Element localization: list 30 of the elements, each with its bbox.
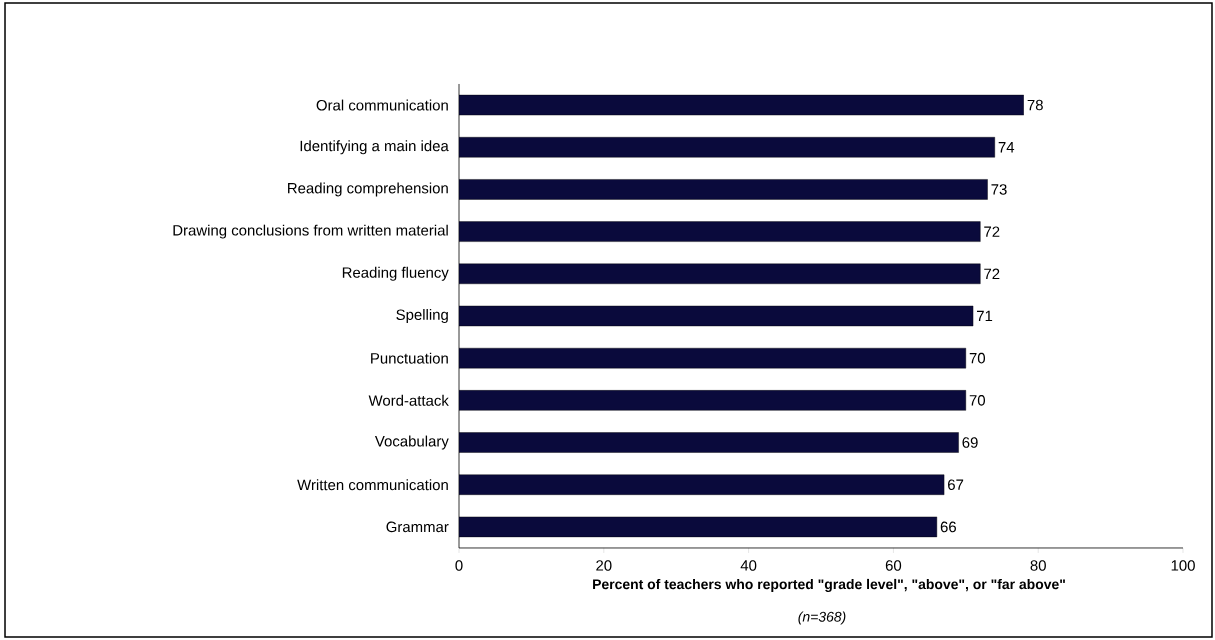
- y-tick-label: Spelling: [396, 309, 448, 323]
- x-axis-title: Percent of teachers who reported "grade level", "above", or "far above": [593, 578, 1065, 592]
- y-tick-label: Vocabulary: [374, 435, 449, 450]
- data-label: 78: [1027, 99, 1043, 111]
- data-label: 72: [984, 226, 1000, 237]
- data-label: 70: [969, 352, 986, 364]
- x-tick-label: 80: [1030, 560, 1046, 571]
- data-label: 67: [948, 479, 964, 490]
- y-tick-label: Drawing conclusions from written material: [173, 224, 448, 239]
- data-label: 66: [940, 521, 956, 533]
- y-tick-label: Grammar: [386, 521, 449, 533]
- x-tick-label: 0: [455, 560, 463, 571]
- x-tick-label: 20: [596, 560, 612, 571]
- data-label: 74: [998, 142, 1015, 153]
- text: (n=368): [798, 611, 846, 625]
- y-tick-label: Punctuation: [371, 352, 448, 364]
- x-tick-label: 40: [740, 560, 757, 571]
- data-label: 71: [977, 310, 993, 322]
- y-tick-label: Oral communication: [316, 99, 448, 111]
- x-tick-label: 60: [885, 560, 902, 571]
- data-label: 70: [969, 395, 986, 406]
- data-label: 69: [962, 437, 978, 448]
- y-tick-label: Written communication: [297, 479, 448, 491]
- y-tick-label: Identifying a main idea: [300, 140, 449, 155]
- x-tick-label: 100: [1171, 560, 1195, 571]
- data-label: 73: [991, 184, 1007, 195]
- data-label: 72: [984, 268, 1000, 280]
- y-tick-label: Word-attack: [368, 394, 449, 406]
- y-tick-label: Reading comprehension: [288, 182, 448, 197]
- y-tick-label: Reading fluency: [342, 266, 449, 281]
